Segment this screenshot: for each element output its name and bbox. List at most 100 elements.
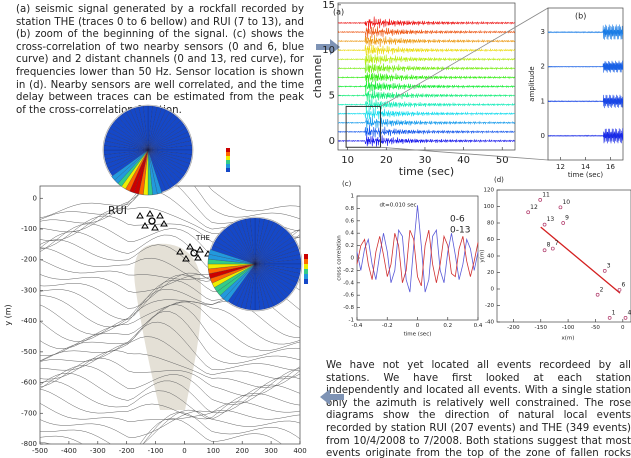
fit-line bbox=[541, 227, 620, 293]
seismic-trace bbox=[338, 26, 515, 39]
y-tick-label: 0 bbox=[541, 132, 545, 140]
y-tick-label: 0 bbox=[491, 287, 495, 293]
sensor-point bbox=[543, 223, 546, 226]
sensor-label: 1 bbox=[612, 309, 616, 316]
x-tick-label: 0 bbox=[621, 325, 625, 331]
sensor-point bbox=[559, 206, 562, 209]
seismic-trace bbox=[338, 116, 515, 130]
sensor-point bbox=[527, 211, 530, 214]
x-tick-label: 16 bbox=[606, 163, 615, 171]
sensor-point bbox=[624, 316, 627, 319]
sensor-label: 3 bbox=[607, 262, 611, 269]
x-tick-label: -0.4 bbox=[352, 323, 363, 329]
y-tick-label: -20 bbox=[485, 303, 494, 309]
panel-label: (a) bbox=[333, 8, 344, 17]
sensor-point bbox=[596, 293, 599, 296]
x-tick-label: 40 bbox=[457, 155, 470, 166]
x-tick-label: 100 bbox=[207, 447, 220, 455]
plots: 1020304050051015(a)time (sec)channel1214… bbox=[4, 0, 631, 458]
seismic-trace bbox=[338, 125, 515, 138]
axes-frame bbox=[497, 190, 631, 322]
colorbar-cell bbox=[304, 274, 308, 279]
y-tick-label: 80 bbox=[487, 221, 494, 227]
y-tick-label: 2 bbox=[541, 63, 545, 71]
x-tick-label: -500 bbox=[32, 447, 48, 455]
y-tick-label: 5 bbox=[329, 91, 335, 102]
y-tick-label: 0 bbox=[351, 256, 355, 262]
sensor-point bbox=[618, 288, 621, 291]
colorbar-cell bbox=[226, 164, 230, 168]
x-axis-label: time (sec) bbox=[399, 165, 454, 178]
y-tick-label: -0.6 bbox=[343, 293, 354, 299]
zoom-traces bbox=[548, 25, 623, 144]
y-tick-label: 1 bbox=[541, 97, 545, 105]
sensor-label: 11 bbox=[542, 191, 550, 198]
x-tick-label: -300 bbox=[90, 447, 106, 455]
sensor-label: 13 bbox=[547, 216, 555, 223]
colorbar-cell bbox=[226, 160, 230, 164]
colorbar-cell bbox=[304, 264, 308, 269]
y-tick-label: 40 bbox=[487, 254, 494, 260]
y-axis-label: y (m) bbox=[4, 304, 13, 325]
station-sensor bbox=[197, 247, 203, 252]
colorbar-cell bbox=[304, 254, 308, 259]
y-tick-label: 0.4 bbox=[345, 231, 354, 237]
station-label: RUI bbox=[108, 204, 127, 217]
colorbar-cell bbox=[304, 269, 308, 274]
station-sensor bbox=[187, 244, 193, 249]
contour-line bbox=[38, 410, 302, 437]
station-center bbox=[149, 218, 155, 224]
x-tick-label: 10 bbox=[341, 155, 354, 166]
seismic-trace bbox=[338, 107, 515, 119]
x-tick-label: -400 bbox=[61, 447, 77, 455]
station-sensor bbox=[161, 221, 167, 226]
sensor-label: 10 bbox=[562, 199, 570, 206]
y-tick-label: 1 bbox=[351, 194, 355, 200]
y-tick-label: -0.2 bbox=[343, 268, 354, 274]
seismic-trace bbox=[338, 90, 515, 103]
seismic-trace bbox=[338, 98, 515, 112]
traces bbox=[338, 17, 515, 147]
panel-label: (b) bbox=[575, 12, 586, 21]
zoom-trace bbox=[548, 128, 623, 143]
sensor-label: 8 bbox=[547, 242, 551, 249]
y-tick-label: 100 bbox=[484, 204, 495, 210]
colorbar-cell bbox=[304, 279, 308, 284]
panel-label: (d) bbox=[494, 176, 504, 184]
y-tick-label: 10 bbox=[322, 45, 335, 56]
y-tick-label: 3 bbox=[541, 28, 545, 36]
x-tick-label: -150 bbox=[535, 325, 548, 331]
x-tick-label: -0.2 bbox=[382, 323, 393, 329]
x-tick-label: 200 bbox=[236, 447, 249, 455]
y-tick-label: -0.4 bbox=[343, 280, 354, 286]
y-tick-label: 0.2 bbox=[345, 243, 354, 249]
seismic-trace bbox=[338, 17, 515, 30]
seismic-trace bbox=[338, 81, 515, 94]
y-tick-label: 20 bbox=[487, 270, 494, 276]
y-tick-label: 60 bbox=[487, 237, 494, 243]
arrow-left bbox=[320, 389, 344, 405]
x-tick-label: 20 bbox=[380, 155, 393, 166]
station-sensor bbox=[137, 213, 143, 218]
seismic-trace bbox=[338, 35, 515, 47]
sensor-point bbox=[543, 249, 546, 252]
x-tick-label: -200 bbox=[507, 325, 520, 331]
annotation: dt=0.010 sec bbox=[379, 203, 416, 209]
y-tick-label: -500 bbox=[21, 348, 37, 356]
page: (a) seismic signal generated by a rockfa… bbox=[0, 0, 631, 458]
sensor-point bbox=[608, 316, 611, 319]
x-tick-label: -50 bbox=[591, 325, 600, 331]
x-axis-label: time (sec) bbox=[568, 171, 604, 179]
station-sensor bbox=[147, 211, 153, 216]
y-tick-label: -700 bbox=[21, 409, 37, 417]
contour-line bbox=[38, 410, 302, 452]
x-tick-label: 300 bbox=[264, 447, 277, 455]
y-axis-label: channel bbox=[311, 55, 324, 99]
seismic-trace bbox=[338, 135, 515, 147]
y-axis-label: cross correlation bbox=[337, 235, 343, 281]
legend-entry: 0-6 bbox=[450, 215, 465, 225]
y-tick-label: -0.8 bbox=[343, 305, 354, 311]
seismic-trace bbox=[338, 54, 515, 65]
y-axis-label: amplitude bbox=[528, 66, 536, 101]
colorbar-cell bbox=[304, 259, 308, 264]
